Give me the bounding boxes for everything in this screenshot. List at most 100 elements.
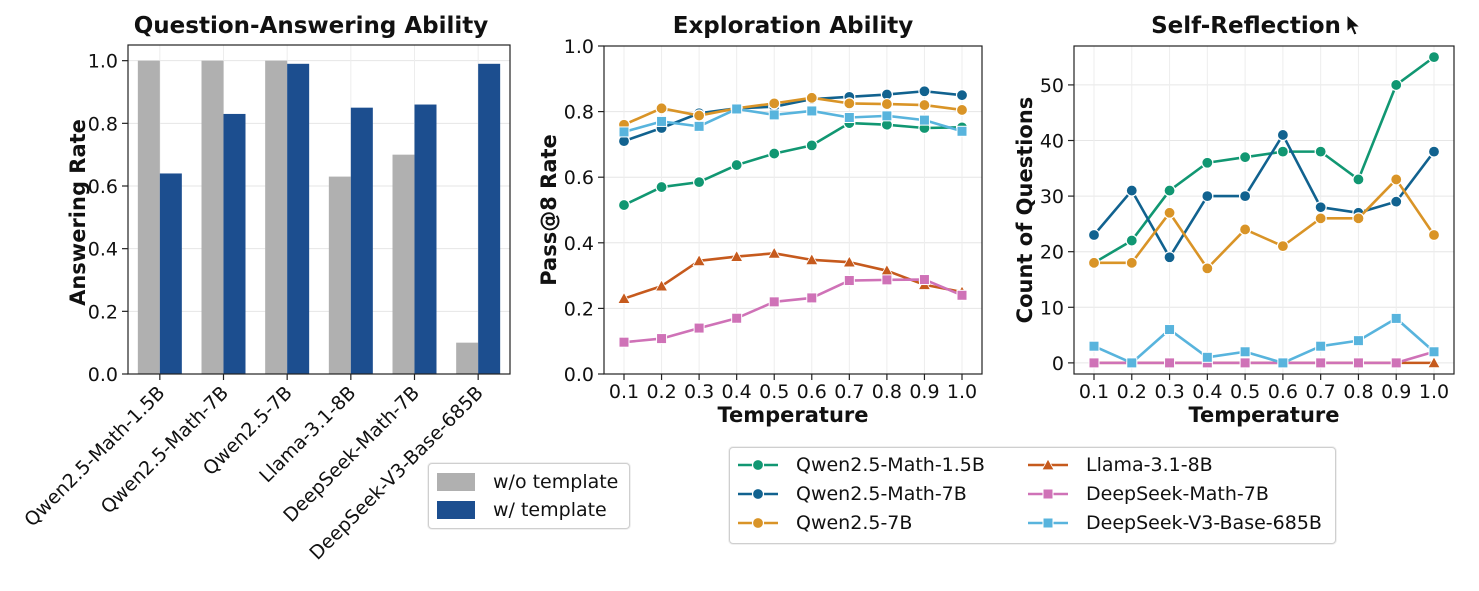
exploration-chart-point-llama-3-1-8b <box>805 253 819 266</box>
self-reflection-chart-xtick-label: 1.0 <box>1419 381 1449 403</box>
self-reflection-chart-point-qwen2-5-7b <box>1352 212 1365 225</box>
bar-w-o-template-qwen2-5-7b <box>265 60 288 375</box>
exploration-chart-point-qwen2-5-math-1-5b <box>805 139 818 152</box>
exploration-chart-point-llama-3-1-8b <box>617 291 631 304</box>
exploration-chart-xtick-label: 0.8 <box>872 381 902 403</box>
self-reflection-chart-point-deepseek-v3-base-685b <box>1352 335 1364 347</box>
bar-w-template-deepseek-math-7b <box>414 104 437 375</box>
exploration-chart-point-deepseek-math-7b <box>618 336 630 348</box>
exploration-chart-point-qwen2-5-7b <box>955 103 969 117</box>
self-reflection-chart-xtick-label: 0.4 <box>1192 381 1222 403</box>
line-legend-swatch-qwen2-5-7b <box>736 513 780 533</box>
exploration-chart-point-qwen2-5-7b <box>918 98 931 112</box>
line-legend-label-deepseek-math-7b: DeepSeek-Math-7B <box>1086 483 1269 505</box>
exploration-chart-line-llama-3-1-8b <box>623 251 963 300</box>
bar-legend-item-w-template: w/ template <box>437 498 607 522</box>
self-reflection-chart-point-deepseek-v3-base-685b <box>1277 357 1289 369</box>
exploration-chart-series-deepseek-math-7b <box>618 274 968 348</box>
self-reflection-chart-point-qwen2-5-7b <box>1314 212 1327 225</box>
exploration-chart-point-deepseek-v3-base-685b <box>918 114 930 126</box>
self-reflection-chart-point-qwen2-5-7b <box>1125 256 1138 269</box>
exploration-chart-point-qwen2-5-7b <box>693 109 706 122</box>
line-legend: Qwen2.5-Math-1.5B Qwen2.5-Math-7B Qwen2.5-… <box>729 447 1336 544</box>
self-reflection-chart-point-deepseek-v3-base-685b <box>1201 351 1213 363</box>
self-reflection-chart-series-qwen2-5-math-7b <box>1087 128 1441 264</box>
exploration-chart-series-deepseek-v3-base-685b <box>618 103 968 138</box>
bar-legend-item-wo-template: w/o template <box>437 470 618 494</box>
exploration-chart-line-qwen2-5-math-1-5b <box>623 121 963 207</box>
self-reflection-chart-point-deepseek-math-7b <box>1390 357 1402 369</box>
legend-marker <box>1041 458 1055 471</box>
exploration-chart-xtick-label: 1.0 <box>947 381 977 403</box>
exploration-chart-point-qwen2-5-7b <box>880 97 893 111</box>
self-reflection-chart-ytick-label: 50 <box>1040 75 1064 97</box>
exploration-chart-xtick-label: 0.7 <box>834 381 864 403</box>
line-legend-swatch-deepseek-v3-base-685b <box>1026 513 1070 533</box>
bar-chart-ytick-label: 0.0 <box>88 364 118 386</box>
exploration-chart-point-deepseek-math-7b <box>956 289 968 301</box>
bar-w-o-template-qwen2-5-math-1-5b <box>137 60 160 375</box>
self-reflection-chart-point-qwen2-5-math-7b <box>1201 190 1214 203</box>
self-reflection-chart-ytick-label: 30 <box>1040 186 1064 208</box>
exploration-chart-xtick-label: 0.2 <box>646 381 676 403</box>
self-reflection-chart-point-qwen2-5-math-1-5b <box>1390 78 1403 92</box>
line-legend-swatch-qwen2-5-math-1-5b <box>736 455 780 475</box>
exploration-chart-point-deepseek-math-7b <box>806 292 818 304</box>
line-legend-label-qwen2-5-7b: Qwen2.5-7B <box>796 512 913 534</box>
exploration-chart-point-qwen2-5-7b <box>655 102 668 115</box>
mouse-cursor-icon <box>1346 14 1362 36</box>
bar-chart-ytick-label: 0.8 <box>88 113 118 135</box>
exploration-chart-point-deepseek-v3-base-685b <box>656 115 668 127</box>
exploration-chart-point-deepseek-v3-base-685b <box>843 112 855 124</box>
exploration-chart-point-deepseek-math-7b <box>731 312 743 324</box>
self-reflection-chart-point-qwen2-5-7b <box>1239 223 1252 236</box>
self-reflection-chart-point-deepseek-v3-base-685b <box>1239 346 1251 358</box>
bar-legend-label-wo-template: w/o template <box>493 471 619 493</box>
bar-legend-swatch-w-template <box>437 501 475 519</box>
self-reflection-chart-xtick-label: 0.3 <box>1154 381 1184 403</box>
self-reflection-chart-point-qwen2-5-math-7b <box>1314 201 1327 214</box>
bar-chart-plot-frame <box>127 44 511 375</box>
bar-chart-ytick-label: 0.6 <box>88 176 118 198</box>
exploration-chart-xlabel: Temperature <box>717 403 868 427</box>
exploration-chart-point-qwen2-5-7b <box>805 91 818 104</box>
exploration-chart-point-qwen2-5-math-1-5b <box>730 158 743 172</box>
exploration-chart-point-qwen2-5-math-7b <box>955 89 969 102</box>
exploration-chart-xtick-label: 0.9 <box>909 381 939 403</box>
line-legend-item-qwen2-5-7b: Qwen2.5-7B <box>736 511 912 535</box>
self-reflection-chart-point-qwen2-5-math-1-5b <box>1314 145 1327 158</box>
self-reflection-chart-point-deepseek-v3-base-685b <box>1088 340 1100 352</box>
line-legend-item-deepseek-math-7b: DeepSeek-Math-7B <box>1026 482 1269 506</box>
exploration-chart-ylabel: Pass@8 Rate <box>537 134 561 286</box>
self-reflection-chart-point-qwen2-5-math-1-5b <box>1427 51 1441 64</box>
self-reflection-chart-point-llama-3-1-8b <box>1427 356 1441 369</box>
exploration-chart-panel: Exploration Ability Pass@8 Rate Temperatur… <box>537 13 983 427</box>
exploration-chart-ytick-label: 1.0 <box>564 36 594 58</box>
self-reflection-chart-point-deepseek-math-7b <box>1239 357 1251 369</box>
exploration-chart-ytick-label: 0.2 <box>564 298 594 320</box>
bar-legend: w/o template w/ template <box>428 463 630 529</box>
exploration-chart-ytick-label: 0.4 <box>564 233 594 255</box>
exploration-chart-point-deepseek-v3-base-685b <box>731 103 743 115</box>
exploration-chart-ytick-label: 0.8 <box>564 102 594 124</box>
exploration-chart-point-qwen2-5-math-7b <box>918 85 931 98</box>
exploration-chart-ytick-label: 0.0 <box>564 364 594 386</box>
self-reflection-chart-point-qwen2-5-math-1-5b <box>1276 145 1289 158</box>
bar-chart-title: Question-Answering Ability <box>134 13 489 39</box>
exploration-chart-point-deepseek-v3-base-685b <box>806 105 818 117</box>
exploration-chart-point-qwen2-5-7b <box>768 97 781 110</box>
self-reflection-chart-xlabel: Temperature <box>1188 403 1339 427</box>
legend-marker <box>751 516 765 530</box>
line-legend-label-qwen2-5-math-1-5b: Qwen2.5-Math-1.5B <box>796 454 985 476</box>
exploration-chart-xtick-label: 0.3 <box>684 381 714 403</box>
exploration-chart-point-deepseek-v3-base-685b <box>956 125 968 137</box>
exploration-chart-ytick-label: 0.6 <box>564 167 594 189</box>
line-legend-label-llama-3-1-8b: Llama-3.1-8B <box>1086 454 1213 476</box>
exploration-chart-point-deepseek-math-7b <box>843 275 855 287</box>
self-reflection-chart-line-deepseek-math-7b <box>1094 350 1435 365</box>
self-reflection-chart-point-deepseek-v3-base-685b <box>1428 346 1440 358</box>
self-reflection-chart-xtick-label: 0.1 <box>1079 381 1109 403</box>
bar-legend-swatch-wo-template <box>437 473 475 491</box>
exploration-chart-point-deepseek-math-7b <box>918 274 930 286</box>
legend-marker-icon <box>1028 458 1068 471</box>
